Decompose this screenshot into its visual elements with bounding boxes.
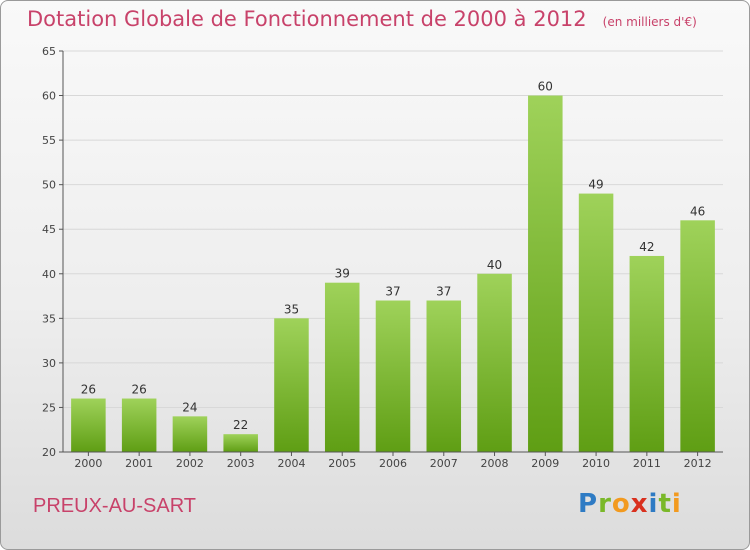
bar-2004[interactable] <box>274 318 309 452</box>
data-label: 22 <box>233 418 248 432</box>
bar-2009[interactable] <box>528 95 563 453</box>
bar-2006[interactable] <box>375 300 411 452</box>
title-text: Dotation Globale de Fonctionnement de 20… <box>27 7 587 31</box>
data-label: 35 <box>284 302 299 316</box>
x-tick-label: 2004 <box>277 457 305 470</box>
logo-letter: o <box>611 489 631 519</box>
y-tick-label: 30 <box>42 357 56 370</box>
x-tick-label: 2005 <box>328 457 356 470</box>
x-tick-label: 2012 <box>684 457 712 470</box>
bar-2012[interactable] <box>680 220 715 452</box>
data-label: 40 <box>487 258 502 272</box>
logo-letter: i <box>648 489 659 519</box>
data-label: 24 <box>182 400 197 414</box>
bar-2002[interactable] <box>172 416 208 452</box>
bar-2001[interactable] <box>121 398 157 452</box>
logo-letter: P <box>578 489 599 519</box>
data-label: 46 <box>690 204 705 218</box>
x-tick-label: 2002 <box>176 457 204 470</box>
data-label: 37 <box>385 285 400 299</box>
x-tick-label: 2010 <box>582 457 610 470</box>
data-label: 49 <box>588 178 603 192</box>
x-tick-label: 2000 <box>74 457 102 470</box>
x-tick-label: 2008 <box>481 457 509 470</box>
data-label: 26 <box>81 383 96 397</box>
y-tick-label: 35 <box>42 312 56 325</box>
bar-2005[interactable] <box>324 282 360 452</box>
x-tick-label: 2011 <box>633 457 661 470</box>
bar-2011[interactable] <box>629 255 665 452</box>
bar-2003[interactable] <box>223 434 258 452</box>
x-tick-label: 2006 <box>379 457 407 470</box>
place-name: PREUX-AU-SART <box>33 495 196 517</box>
unit-text: (en milliers d'€) <box>602 15 697 29</box>
y-tick-label: 20 <box>42 446 56 459</box>
y-tick-label: 45 <box>42 223 56 236</box>
x-tick-label: 2007 <box>430 457 458 470</box>
logo-letter: t <box>658 489 672 519</box>
data-label: 60 <box>538 80 553 94</box>
proxiti-logo[interactable]: Proxiti <box>578 489 682 519</box>
y-tick-label: 60 <box>42 90 56 103</box>
logo-letter: i <box>671 489 682 519</box>
y-tick-label: 25 <box>42 401 56 414</box>
logo-letter: x <box>630 489 649 519</box>
y-tick-label: 40 <box>42 268 56 281</box>
y-tick-label: 50 <box>42 179 56 192</box>
y-tick-label: 55 <box>42 134 56 147</box>
bar-2000[interactable] <box>71 398 106 452</box>
bar-2010[interactable] <box>578 193 614 453</box>
data-label: 37 <box>436 285 451 299</box>
chart-title: Dotation Globale de Fonctionnement de 20… <box>27 7 697 31</box>
y-tick-label: 65 <box>42 45 56 58</box>
data-label: 42 <box>639 240 654 254</box>
x-tick-label: 2009 <box>531 457 559 470</box>
bar-2007[interactable] <box>426 300 462 452</box>
logo-letter: r <box>598 489 612 519</box>
data-label: 26 <box>132 383 147 397</box>
bar-2008[interactable] <box>477 273 512 452</box>
x-tick-label: 2003 <box>227 457 255 470</box>
data-label: 39 <box>335 267 350 281</box>
x-tick-label: 2001 <box>125 457 153 470</box>
